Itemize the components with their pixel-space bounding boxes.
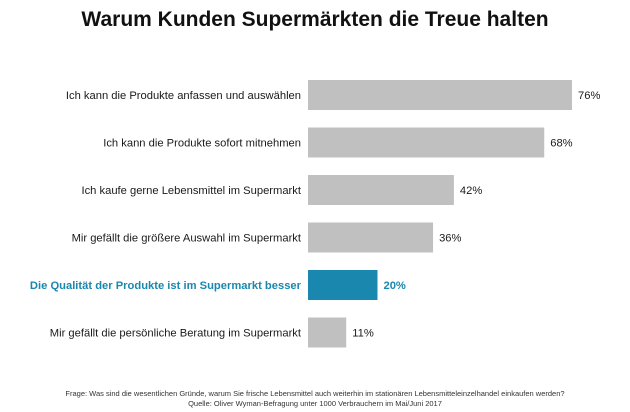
value-label: 20% [383, 280, 405, 292]
value-label: 68% [550, 138, 572, 150]
value-label: 36% [439, 233, 461, 245]
chart-title: Warum Kunden Supermärkten die Treue halt… [81, 8, 549, 31]
bar-chart: Ich kann die Produkte anfassen und auswä… [30, 80, 600, 348]
bar [308, 317, 347, 348]
value-label: 11% [352, 328, 374, 340]
footnote-question: Frage: Was sind die wesentlichen Gründe,… [65, 389, 565, 398]
category-label: Ich kann die Produkte anfassen und auswä… [66, 90, 301, 102]
bar [308, 80, 573, 110]
value-label: 76% [578, 90, 600, 102]
footnote-source: Quelle: Oliver Wyman-Befragung unter 100… [188, 399, 442, 408]
bar [308, 127, 545, 158]
category-label: Ich kaufe gerne Lebensmittel im Supermar… [81, 185, 301, 197]
bar [308, 222, 434, 253]
value-label: 42% [460, 185, 482, 197]
category-label: Ich kann die Produkte sofort mitnehmen [103, 138, 301, 150]
category-label: Die Qualität der Produkte ist im Superma… [30, 280, 302, 292]
category-label: Mir gefällt die persönliche Beratung im … [50, 328, 302, 340]
category-label: Mir gefällt die größere Auswahl im Super… [72, 233, 302, 245]
bar [308, 270, 378, 300]
bar [308, 175, 454, 205]
